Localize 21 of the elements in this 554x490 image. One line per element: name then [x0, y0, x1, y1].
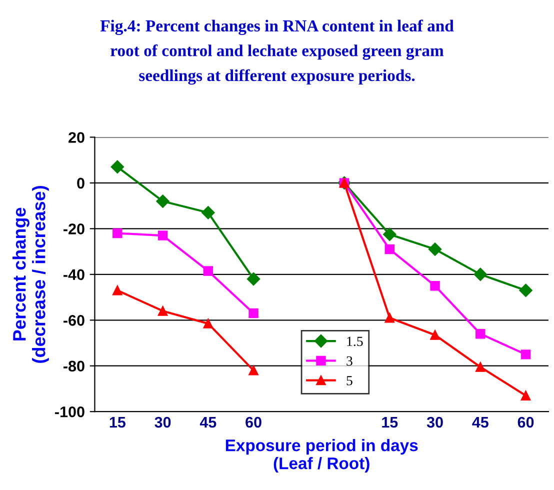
x-tick-label: 60	[246, 416, 262, 428]
y-tick-label: -40	[64, 269, 84, 280]
x-tick-label: 15	[110, 417, 126, 428]
y-tick-label: -100	[55, 406, 84, 418]
x-tick-label: 30	[154, 416, 171, 428]
legend-label: 3	[346, 356, 352, 366]
y-tick-label: 0	[77, 178, 84, 189]
x-axis-title: Exposure period in days (Leaf / Root)	[226, 439, 418, 473]
y-tick-label: -20	[64, 224, 84, 234]
y-tick-label: 20	[68, 132, 84, 143]
legend-label: 5	[346, 376, 352, 386]
legend-label: 1.5	[347, 336, 363, 346]
x-tick-label: 45	[200, 417, 216, 428]
x-tick-label: 60	[518, 416, 534, 428]
x-tick-label: 15	[382, 417, 398, 428]
x-tick-label: 30	[426, 416, 443, 428]
chart-title: Fig.4: Percent changes in RNA content in leaf and root of control and lechate exposed green gram seedlings at different exposure periods.	[100, 20, 454, 85]
y-tick-label: -80	[64, 360, 84, 372]
y-axis-title: Percent change (decrease / increase)	[12, 186, 49, 363]
y-tick-label: -60	[64, 315, 84, 326]
x-tick-label: 45	[472, 417, 488, 428]
